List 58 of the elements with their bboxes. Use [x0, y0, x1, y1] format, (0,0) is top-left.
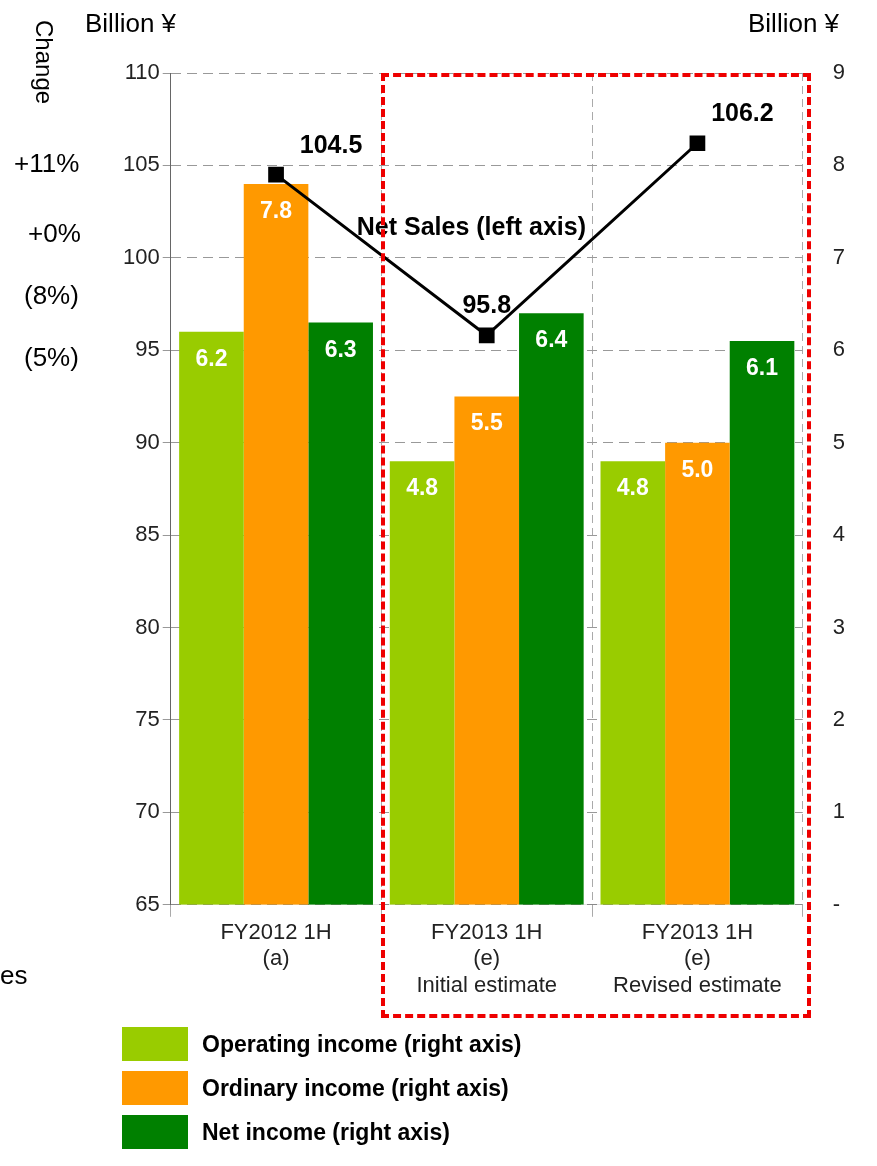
- y2-tick-label: 4: [832, 521, 846, 547]
- y2-tick-label: 8: [832, 151, 846, 177]
- y-tick-label: 85: [135, 521, 160, 547]
- point: [689, 135, 706, 152]
- y-tick-label: 110: [124, 59, 160, 85]
- data-label: 95.8: [462, 290, 512, 319]
- text: +11%: [14, 148, 80, 179]
- bar: [389, 461, 455, 905]
- y2-tick-label: -: [832, 890, 841, 916]
- bar: [243, 183, 309, 905]
- y-tick-label: 100: [122, 243, 160, 269]
- y-tick-label: 75: [135, 706, 160, 732]
- y2-tick-label: 1: [832, 798, 846, 824]
- y-tick-label: 95: [135, 336, 160, 362]
- data-label: 5.0: [681, 455, 714, 482]
- data-label: 104.5: [299, 129, 363, 158]
- text: (8%): [24, 280, 79, 311]
- text: es: [0, 960, 28, 991]
- data-label: 6.4: [535, 326, 568, 353]
- data-label: 7.8: [260, 196, 293, 223]
- bar: [600, 461, 666, 905]
- text: Change: [30, 20, 58, 105]
- data-label: 4.8: [406, 474, 439, 501]
- bar: [179, 331, 244, 905]
- data-label: 5.5: [470, 409, 503, 436]
- x-tick-label: FY2013 1H (e) Initial estimate: [416, 919, 558, 997]
- bar: [308, 322, 373, 905]
- data-label: 106.2: [711, 98, 774, 127]
- bar: [729, 341, 795, 905]
- bar: [454, 396, 520, 905]
- y-tick-label: 65: [135, 890, 160, 916]
- data-label: 6.1: [746, 354, 779, 381]
- point: [268, 166, 284, 183]
- y2-axis-title: Billion ¥: [748, 8, 840, 39]
- y-axis-title: Billion ¥: [85, 8, 177, 39]
- bar: [665, 442, 730, 905]
- text: (5%): [24, 342, 79, 373]
- legend-label: Ordinary income (right axis): [202, 1074, 509, 1102]
- y2-tick-label: 2: [832, 706, 846, 732]
- data-label: 6.2: [195, 344, 228, 371]
- y2-tick-label: 3: [832, 613, 846, 639]
- x-tick-label: FY2013 1H (e) Revised estimate: [613, 919, 782, 997]
- data-label: 4.8: [616, 474, 649, 501]
- text: +0%: [28, 218, 81, 249]
- y-tick-label: 90: [135, 428, 160, 454]
- x-tick-label: FY2012 1H (a): [220, 919, 332, 971]
- y2-tick-label: 9: [832, 59, 846, 85]
- legend-label: Operating income (right axis): [202, 1030, 522, 1058]
- y-tick-label: 70: [135, 798, 160, 824]
- point: [478, 327, 495, 344]
- data-label: 6.3: [324, 335, 357, 362]
- y-tick-label: 80: [135, 613, 160, 639]
- y-tick-label: 105: [122, 151, 160, 177]
- y2-tick-label: 7: [832, 243, 846, 269]
- y2-tick-label: 5: [832, 428, 846, 454]
- bar: [519, 313, 584, 905]
- legend-label: Net income (right axis): [202, 1118, 450, 1146]
- y2-tick-label: 6: [832, 336, 846, 362]
